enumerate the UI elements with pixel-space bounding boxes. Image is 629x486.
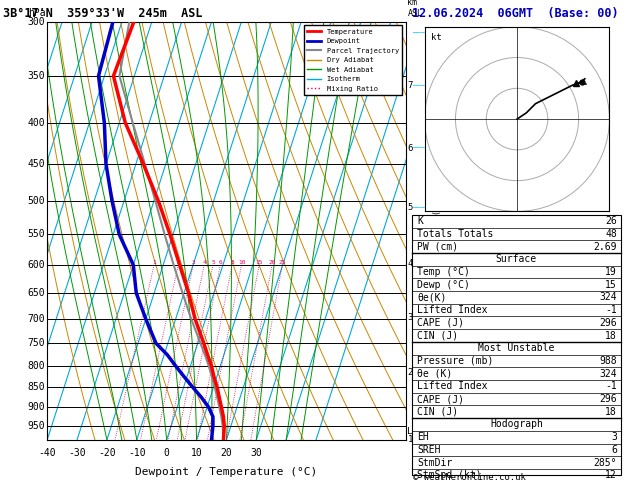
- Text: CAPE (J): CAPE (J): [417, 318, 464, 328]
- Text: 350: 350: [28, 71, 45, 81]
- Text: Lifted Index: Lifted Index: [417, 305, 487, 315]
- Text: 3: 3: [408, 313, 413, 322]
- Text: 600: 600: [28, 260, 45, 270]
- Text: CAPE (J): CAPE (J): [417, 394, 464, 404]
- Text: 8: 8: [230, 260, 234, 265]
- Text: 4: 4: [203, 260, 206, 265]
- Text: 800: 800: [28, 361, 45, 371]
- Text: StmDir: StmDir: [417, 458, 452, 468]
- Text: 1: 1: [152, 260, 156, 265]
- Text: 1: 1: [408, 435, 413, 444]
- Text: -30: -30: [68, 448, 86, 458]
- Text: km
ASL: km ASL: [408, 0, 423, 17]
- Text: StmSpd (kt): StmSpd (kt): [417, 470, 482, 480]
- Text: 300: 300: [28, 17, 45, 27]
- Text: 988: 988: [599, 356, 617, 366]
- Text: 950: 950: [28, 421, 45, 431]
- Text: ─: ─: [412, 384, 416, 390]
- Text: Hodograph: Hodograph: [490, 419, 543, 430]
- Text: 450: 450: [28, 159, 45, 169]
- Text: 850: 850: [28, 382, 45, 392]
- Text: Most Unstable: Most Unstable: [478, 343, 555, 353]
- Text: 5: 5: [408, 204, 413, 212]
- Text: K: K: [417, 216, 423, 226]
- Text: Dewp (°C): Dewp (°C): [417, 280, 470, 290]
- Text: Surface: Surface: [496, 254, 537, 264]
- Text: θe(K): θe(K): [417, 293, 447, 302]
- Text: 285°: 285°: [594, 458, 617, 468]
- Text: kt: kt: [431, 33, 442, 42]
- Text: 12.06.2024  06GMT  (Base: 00): 12.06.2024 06GMT (Base: 00): [412, 7, 618, 20]
- Text: 0: 0: [164, 448, 170, 458]
- Text: 20: 20: [221, 448, 232, 458]
- Text: EH: EH: [417, 432, 429, 442]
- Text: 15: 15: [605, 280, 617, 290]
- Text: Pressure (mb): Pressure (mb): [417, 356, 493, 366]
- Text: 4: 4: [408, 259, 413, 268]
- Text: -1: -1: [605, 382, 617, 391]
- Text: 6: 6: [408, 143, 413, 153]
- Text: Mixing Ratio (g/kg): Mixing Ratio (g/kg): [433, 187, 442, 275]
- Text: © weatheronline.co.uk: © weatheronline.co.uk: [413, 473, 526, 482]
- Text: Temp (°C): Temp (°C): [417, 267, 470, 277]
- Text: 10: 10: [191, 448, 203, 458]
- Text: 5: 5: [211, 260, 215, 265]
- Text: 12: 12: [605, 470, 617, 480]
- Text: θe (K): θe (K): [417, 369, 452, 379]
- Text: 10: 10: [238, 260, 245, 265]
- Text: 3: 3: [191, 260, 195, 265]
- Text: 400: 400: [28, 118, 45, 128]
- Text: PW (cm): PW (cm): [417, 242, 458, 252]
- Text: 6: 6: [218, 260, 222, 265]
- Text: 296: 296: [599, 394, 617, 404]
- Text: Totals Totals: Totals Totals: [417, 229, 493, 239]
- Text: CIN (J): CIN (J): [417, 330, 458, 341]
- Text: 7: 7: [408, 81, 413, 90]
- Text: 2: 2: [176, 260, 180, 265]
- Text: 324: 324: [599, 369, 617, 379]
- Text: ───: ───: [412, 205, 425, 211]
- Text: 30: 30: [250, 448, 262, 458]
- Text: 15: 15: [255, 260, 263, 265]
- Text: 3B°17'N  359°33'W  245m  ASL: 3B°17'N 359°33'W 245m ASL: [3, 7, 203, 20]
- Legend: Temperature, Dewpoint, Parcel Trajectory, Dry Adiabat, Wet Adiabat, Isotherm, Mi: Temperature, Dewpoint, Parcel Trajectory…: [304, 25, 402, 95]
- Text: 2: 2: [408, 368, 413, 377]
- Text: 650: 650: [28, 288, 45, 298]
- Text: ─: ─: [412, 340, 416, 346]
- Text: -1: -1: [605, 305, 617, 315]
- Text: -20: -20: [98, 448, 116, 458]
- Text: 750: 750: [28, 338, 45, 348]
- Text: SREH: SREH: [417, 445, 440, 455]
- Text: hPa: hPa: [28, 8, 45, 17]
- Text: 20: 20: [269, 260, 276, 265]
- Text: LCL: LCL: [408, 427, 423, 436]
- Text: 6: 6: [611, 445, 617, 455]
- Text: 18: 18: [605, 330, 617, 341]
- Text: ───: ───: [412, 30, 425, 36]
- Text: 900: 900: [28, 402, 45, 412]
- Text: 700: 700: [28, 314, 45, 324]
- Text: ───: ───: [412, 83, 425, 89]
- Text: 26: 26: [605, 216, 617, 226]
- Text: -10: -10: [128, 448, 146, 458]
- Text: ───: ───: [412, 145, 425, 151]
- Text: CIN (J): CIN (J): [417, 407, 458, 417]
- Text: 2.69: 2.69: [594, 242, 617, 252]
- Text: 18: 18: [605, 407, 617, 417]
- Text: Dewpoint / Temperature (°C): Dewpoint / Temperature (°C): [135, 467, 318, 477]
- Text: 3: 3: [611, 432, 617, 442]
- Text: 48: 48: [605, 229, 617, 239]
- Text: 19: 19: [605, 267, 617, 277]
- Text: 500: 500: [28, 196, 45, 206]
- Text: 550: 550: [28, 229, 45, 240]
- Text: 324: 324: [599, 293, 617, 302]
- Text: 296: 296: [599, 318, 617, 328]
- Text: ─: ─: [412, 423, 416, 429]
- Text: Lifted Index: Lifted Index: [417, 382, 487, 391]
- Text: -40: -40: [38, 448, 56, 458]
- Text: 25: 25: [279, 260, 286, 265]
